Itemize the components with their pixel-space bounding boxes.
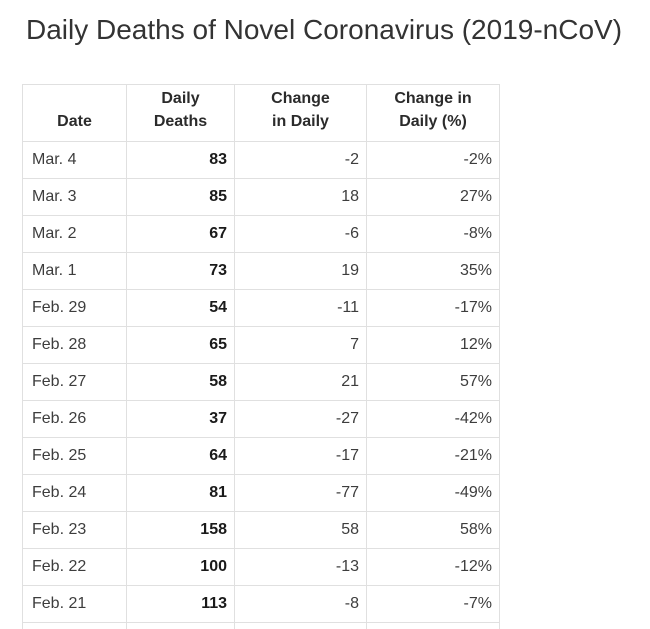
- change-in-daily-pct-cell: 57%: [366, 363, 500, 401]
- change-in-daily-pct-cell: -49%: [366, 474, 500, 512]
- table-row: Feb. 22 100 -13 -12%: [22, 548, 500, 586]
- header-row: Date Daily Deaths Change in Daily Change…: [22, 84, 500, 142]
- change-in-daily-pct-cell: 35%: [366, 252, 500, 290]
- daily-deaths-cell: 81: [126, 474, 235, 512]
- table-row: Mar. 4 83 -2 -2%: [22, 141, 500, 179]
- date-cell: Feb. 29: [22, 289, 127, 327]
- column-header-date: Date: [22, 84, 127, 142]
- change-in-daily-cell: 18: [234, 178, 367, 216]
- table-row: Mar. 3 85 18 27%: [22, 178, 500, 216]
- table-row: Feb. 25 64 -17 -21%: [22, 437, 500, 475]
- page-title: Daily Deaths of Novel Coronavirus (2019-…: [26, 14, 623, 45]
- daily-deaths-cell: 54: [126, 289, 235, 327]
- table-row: Feb. 21 113 -8 -7%: [22, 585, 500, 623]
- table-row: Mar. 2 67 -6 -8%: [22, 215, 500, 253]
- table-header: Date Daily Deaths Change in Daily Change…: [22, 84, 500, 142]
- change-in-daily-cell: -13: [234, 548, 367, 586]
- table-row: Mar. 1 73 19 35%: [22, 252, 500, 290]
- table-row: Feb. 28 65 7 12%: [22, 326, 500, 364]
- change-in-daily-pct-cell: -21%: [366, 437, 500, 475]
- table-row: Feb. 24 81 -77 -49%: [22, 474, 500, 512]
- change-in-daily-cell: 7: [234, 326, 367, 364]
- change-in-daily-cell: -2: [234, 141, 367, 179]
- daily-deaths-cell: 37: [126, 400, 235, 438]
- change-in-daily-pct-cell: -2%: [366, 141, 500, 179]
- table-body: Mar. 4 83 -2 -2% Mar. 3 85 18 27% Mar. 2…: [22, 141, 500, 629]
- column-header-daily-deaths: Daily Deaths: [126, 84, 235, 142]
- table-row: Feb. 23 158 58 58%: [22, 511, 500, 549]
- daily-deaths-cell: 100: [126, 548, 235, 586]
- daily-deaths-cell: 83: [126, 141, 235, 179]
- date-cell: Feb. 26: [22, 400, 127, 438]
- change-in-daily-pct-cell: -8%: [366, 215, 500, 253]
- daily-deaths-cell: 113: [126, 585, 235, 623]
- change-in-daily-cell: [234, 622, 367, 629]
- daily-deaths-cell: 65: [126, 326, 235, 364]
- column-header-change-in-daily: Change in Daily: [234, 84, 367, 142]
- table-row: Feb. 26 37 -27 -42%: [22, 400, 500, 438]
- change-in-daily-pct-cell: -17%: [366, 289, 500, 327]
- daily-deaths-cell: 67: [126, 215, 235, 253]
- change-in-daily-pct-cell: -7%: [366, 585, 500, 623]
- date-cell: Feb. 24: [22, 474, 127, 512]
- date-cell: Mar. 2: [22, 215, 127, 253]
- date-cell: Mar. 1: [22, 252, 127, 290]
- date-cell: Feb. 21: [22, 585, 127, 623]
- header-line: Daily (%): [399, 113, 467, 130]
- change-in-daily-cell: -27: [234, 400, 367, 438]
- change-in-daily-pct-cell: 12%: [366, 326, 500, 364]
- daily-deaths-cell: 58: [126, 363, 235, 401]
- change-in-daily-pct-cell: -12%: [366, 548, 500, 586]
- change-in-daily-pct-cell: -42%: [366, 400, 500, 438]
- change-in-daily-pct-cell: 27%: [366, 178, 500, 216]
- change-in-daily-cell: 58: [234, 511, 367, 549]
- daily-deaths-table: Date Daily Deaths Change in Daily Change…: [22, 84, 500, 629]
- daily-deaths-cell: 73: [126, 252, 235, 290]
- change-in-daily-cell: -11: [234, 289, 367, 327]
- daily-deaths-cell: 85: [126, 178, 235, 216]
- date-cell: [22, 622, 127, 629]
- date-cell: Mar. 3: [22, 178, 127, 216]
- daily-deaths-cell: [126, 622, 235, 629]
- header-line: Daily: [161, 90, 200, 107]
- change-in-daily-cell: 19: [234, 252, 367, 290]
- daily-deaths-cell: 158: [126, 511, 235, 549]
- table-row: Feb. 29 54 -11 -17%: [22, 289, 500, 327]
- daily-deaths-cell: 64: [126, 437, 235, 475]
- column-header-change-in-daily-pct: Change in Daily (%): [366, 84, 500, 142]
- header-line: Date: [57, 113, 92, 130]
- date-cell: Feb. 25: [22, 437, 127, 475]
- header-line: Deaths: [153, 113, 208, 130]
- change-in-daily-cell: 21: [234, 363, 367, 401]
- date-cell: Feb. 22: [22, 548, 127, 586]
- change-in-daily-pct-cell: 58%: [366, 511, 500, 549]
- header-line: Change: [271, 90, 330, 107]
- date-cell: Feb. 28: [22, 326, 127, 364]
- date-cell: Mar. 4: [22, 141, 127, 179]
- change-in-daily-cell: -17: [234, 437, 367, 475]
- date-cell: Feb. 23: [22, 511, 127, 549]
- header-line: Change in: [394, 90, 472, 107]
- table-row-partial: [22, 622, 500, 629]
- date-cell: Feb. 27: [22, 363, 127, 401]
- change-in-daily-cell: -8: [234, 585, 367, 623]
- change-in-daily-cell: -77: [234, 474, 367, 512]
- change-in-daily-cell: -6: [234, 215, 367, 253]
- table-row: Feb. 27 58 21 57%: [22, 363, 500, 401]
- change-in-daily-pct-cell: [366, 622, 500, 629]
- header-line: in Daily: [272, 113, 329, 130]
